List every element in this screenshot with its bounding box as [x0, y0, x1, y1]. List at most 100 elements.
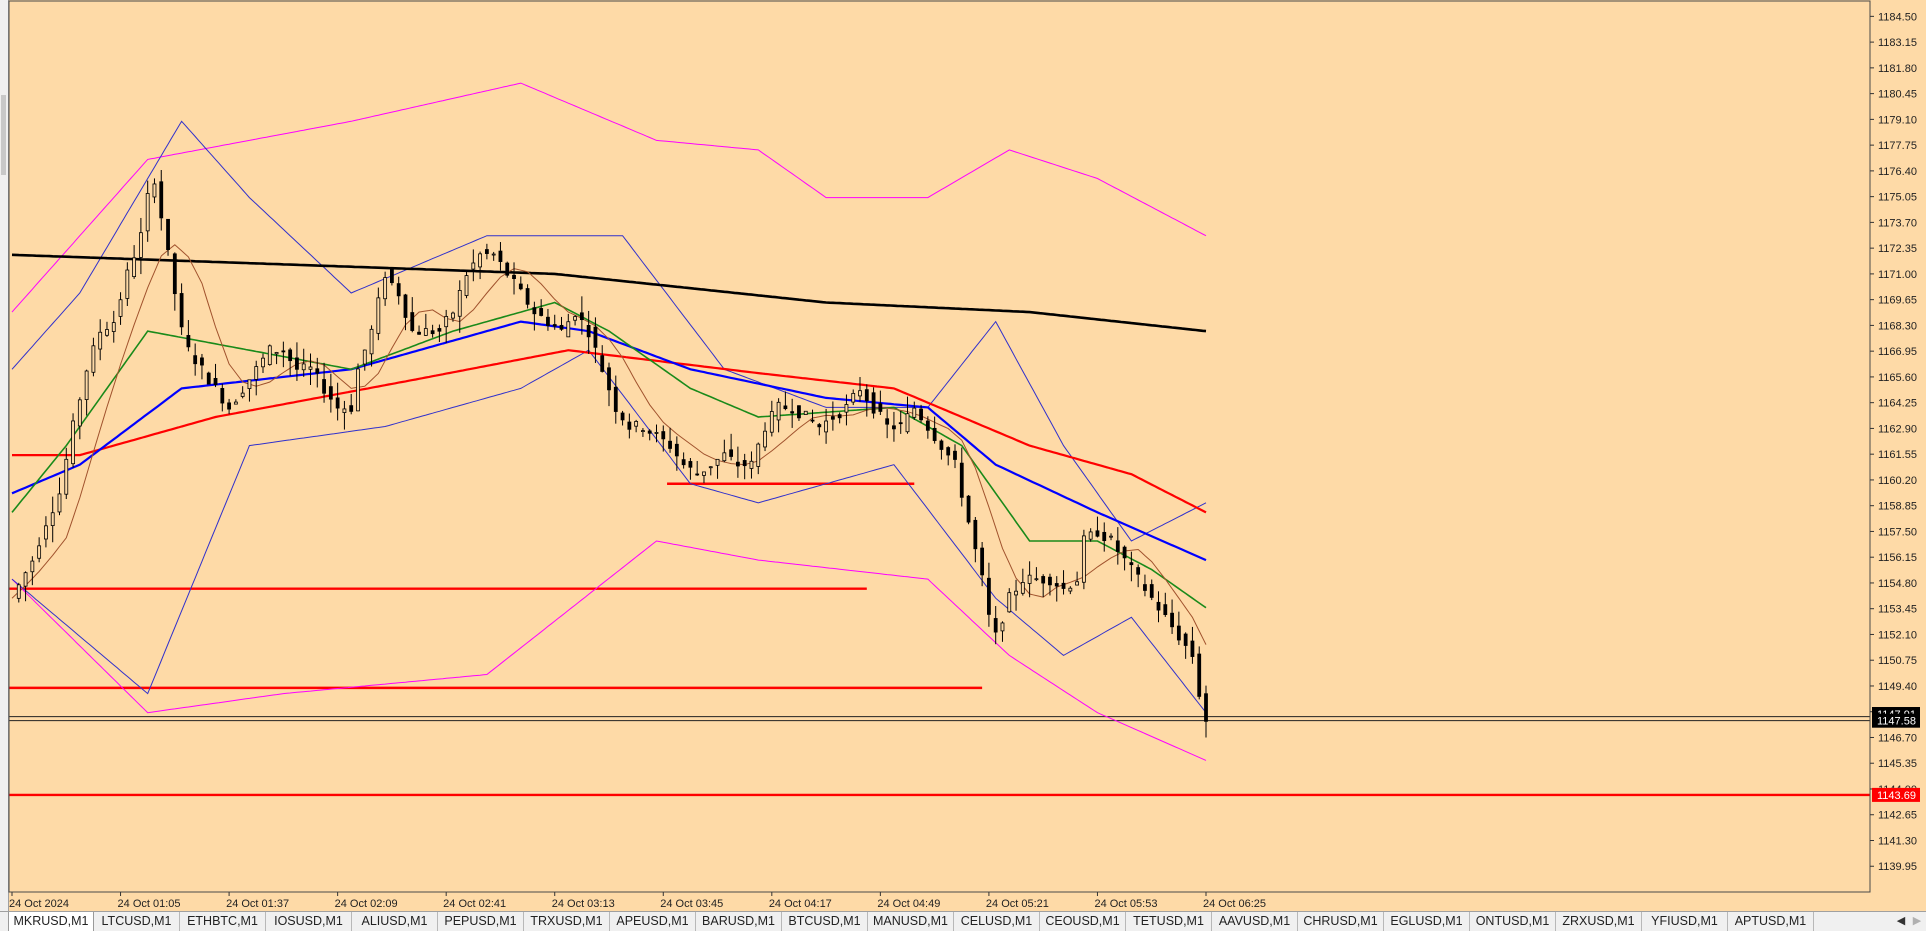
candle-body [328, 386, 333, 400]
candle-body [803, 410, 808, 415]
candle-body [851, 392, 856, 403]
tab-ontusd-m1[interactable]: ONTUSD,M1 [1470, 912, 1556, 931]
candle-body [654, 432, 659, 434]
tab-iosusd-m1[interactable]: IOSUSD,M1 [266, 912, 352, 931]
candle-body [1075, 581, 1080, 586]
plot-frame [8, 0, 1871, 893]
tab-zrxusd-m1[interactable]: ZRXUSD,M1 [1556, 912, 1642, 931]
tab-aptusd-m1[interactable]: APTUSD,M1 [1728, 912, 1814, 931]
candle-body [84, 370, 89, 400]
price-tick-label: 1184.50 [1878, 11, 1917, 23]
candle-body [362, 349, 367, 365]
candle-body [396, 283, 401, 297]
candle-body [1136, 567, 1141, 575]
bollinger-band-outer-upper [11, 82, 1207, 313]
tab-apeusd-m1[interactable]: APEUSD,M1 [610, 912, 696, 931]
time-tick-label: 24 Oct 04:49 [877, 898, 940, 910]
time-tick-label: 24 Oct 01:05 [118, 898, 181, 910]
left-scroll-grip[interactable] [1, 95, 6, 175]
candle-body [993, 618, 998, 633]
tab-trxusd-m1[interactable]: TRXUSD,M1 [524, 912, 610, 931]
candle-body [105, 329, 109, 336]
candle-body [586, 324, 591, 338]
tab-chrusd-m1[interactable]: CHRUSD,M1 [1298, 912, 1384, 931]
time-tick-label: 24 Oct 04:17 [769, 898, 832, 910]
current-price-label: 1147.58 [1877, 716, 1916, 728]
tab-ceousd-m1[interactable]: CEOUSD,M1 [1040, 912, 1126, 931]
tab-ltcusd-m1[interactable]: LTCUSD,M1 [94, 912, 180, 931]
tab-yfiusd-m1[interactable]: YFIUSD,M1 [1642, 912, 1728, 931]
candle-body [817, 424, 822, 428]
tab-aavusd-m1[interactable]: AAVUSD,M1 [1212, 912, 1298, 931]
candle-body [722, 452, 727, 462]
candle-body [437, 328, 442, 332]
price-tick-label: 1146.70 [1878, 732, 1917, 744]
price-tick-label: 1165.60 [1878, 372, 1917, 384]
candle-body [783, 405, 788, 410]
candle-body [186, 335, 191, 348]
tab-manusd-m1[interactable]: MANUSD,M1 [868, 912, 954, 931]
candle-body [946, 447, 951, 456]
candle-body [118, 299, 123, 317]
candle-body [695, 473, 700, 476]
candle-body [892, 425, 896, 430]
candle-body [573, 316, 577, 321]
candle-body [288, 349, 293, 362]
candle-body [735, 461, 740, 467]
time-tick-label: 24 Oct 2024 [9, 898, 69, 910]
candle-body [518, 283, 523, 290]
candle-body [491, 253, 496, 256]
tab-scroll-right-icon[interactable]: ▶ [1912, 915, 1922, 927]
candle-body [247, 379, 252, 390]
price-tick-label: 1171.00 [1878, 269, 1917, 281]
candle-body [925, 420, 930, 431]
candle-body [179, 293, 184, 328]
candle-body [661, 431, 666, 440]
candle-body [532, 307, 537, 315]
tab-tetusd-m1[interactable]: TETUSD,M1 [1126, 912, 1212, 931]
candle-body [668, 440, 672, 449]
tab-mkrusd-m1[interactable]: MKRUSD,M1 [8, 912, 94, 931]
candle-body [797, 405, 801, 419]
candle-body [1088, 531, 1093, 540]
tab-btcusd-m1[interactable]: BTCUSD,M1 [782, 912, 868, 931]
bollinger-band-outer-lower [11, 540, 1207, 761]
candle-body [240, 392, 245, 397]
tab-ethbtc-m1[interactable]: ETHBTC,M1 [180, 912, 266, 931]
candle-body [1204, 693, 1208, 722]
moving-average-green [11, 301, 1207, 609]
candle-body [830, 416, 835, 420]
tab-celusd-m1[interactable]: CELUSD,M1 [954, 912, 1040, 931]
candle-body [23, 572, 28, 587]
candle-body [641, 430, 645, 432]
tab-pepusd-m1[interactable]: PEPUSD,M1 [438, 912, 524, 931]
price-tick-label: 1180.45 [1878, 89, 1917, 101]
candle-body [138, 232, 143, 258]
tab-barusd-m1[interactable]: BARUSD,M1 [696, 912, 782, 931]
price-tick-label: 1183.15 [1878, 37, 1917, 49]
candle-body [193, 355, 198, 365]
candle-body [790, 411, 795, 414]
time-tick-label: 24 Oct 05:21 [986, 898, 1049, 910]
price-tick-label: 1176.40 [1878, 166, 1917, 178]
candle-body [451, 312, 455, 319]
candle-body [552, 324, 557, 327]
candle-body [715, 458, 720, 466]
price-chart[interactable]: 1184.50 1183.15 1181.80 1180.45 1179.10 1177.… [0, 0, 1926, 911]
candle-body [844, 404, 849, 413]
candle-body [600, 355, 605, 372]
moving-average-fast [11, 244, 1207, 645]
candle-body [44, 525, 48, 540]
candle-body [1095, 530, 1100, 537]
candle-body [824, 420, 828, 433]
tab-eglusd-m1[interactable]: EGLUSD,M1 [1384, 912, 1470, 931]
candle-body [383, 277, 388, 300]
candle-body [1143, 584, 1147, 591]
candle-body [57, 493, 62, 513]
price-tick-label: 1157.50 [1878, 526, 1917, 538]
candle-body [464, 275, 469, 296]
tab-aliusd-m1[interactable]: ALIUSD,M1 [352, 912, 438, 931]
tab-scroll-left-icon[interactable]: ◀ [1896, 915, 1906, 927]
candle-body [369, 328, 374, 355]
candle-body [410, 312, 415, 331]
